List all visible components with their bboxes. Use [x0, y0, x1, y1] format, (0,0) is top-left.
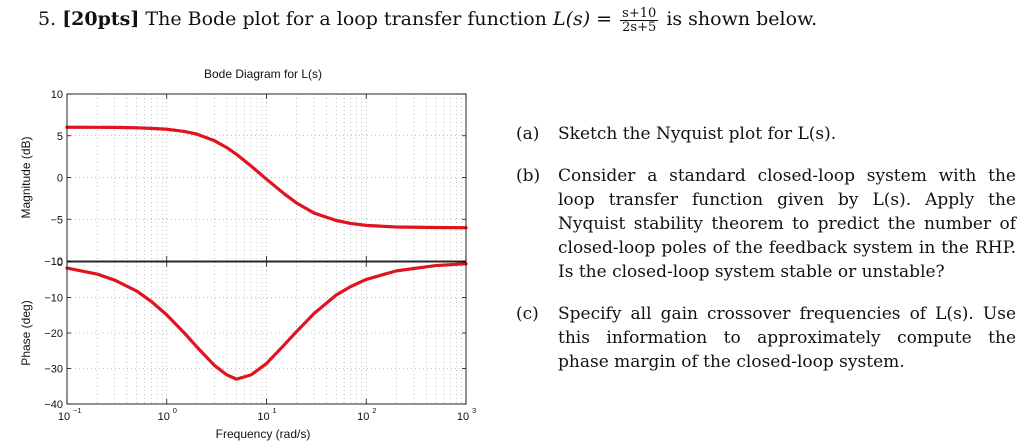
xtick-exponent: 1 — [273, 406, 277, 415]
question-item: (b) Consider a standard closed-loop syste… — [516, 164, 1016, 284]
xtick-label: 10 — [357, 411, 369, 423]
magnitude-panel: 10 5 0 −5 −10 Magnitude (dB) — [19, 89, 468, 268]
chart-xlabel: Frequency (rad/s) — [216, 427, 311, 441]
magnitude-ytick-label: 10 — [51, 89, 63, 101]
phase-ytick-label: −30 — [44, 364, 63, 376]
phase-ylabel: Phase (deg) — [19, 300, 33, 365]
magnitude-ytick-label: −10 — [44, 256, 63, 268]
question-list: (a) Sketch the Nyquist plot for L(s). (b) C… — [516, 122, 1016, 392]
xtick-exponent: 2 — [372, 406, 376, 415]
xtick-label: 10 — [457, 411, 469, 423]
magnitude-curve — [65, 125, 468, 230]
xtick-exponent: −1 — [73, 406, 82, 415]
question-text: Sketch the Nyquist plot for L(s). — [558, 124, 837, 144]
xtick-exponent: 0 — [173, 406, 177, 415]
problem-number: 5. — [38, 8, 57, 30]
fraction-denominator: 2s+5 — [622, 19, 657, 35]
bode-diagram: Bode Diagram for L(s) 1050−5−10Magnitude… — [19, 67, 476, 441]
phase-ytick-label: −20 — [44, 328, 63, 340]
xtick-label: 10 — [158, 411, 170, 423]
question-item: (a) Sketch the Nyquist plot for L(s). — [516, 122, 1016, 146]
problem-points: [20pts] — [62, 8, 140, 30]
phase-ytick-label: −10 — [44, 293, 63, 305]
question-text: Specify all gain crossover frequencies o… — [558, 304, 1016, 372]
transfer-function-fraction: s+10 2s+5 — [620, 5, 659, 35]
question-item: (c) Specify all gain crossover frequencie… — [516, 302, 1016, 374]
transfer-function-symbol: L(s) = — [552, 8, 613, 30]
xtick-label: 10 — [58, 411, 70, 423]
problem-text-before: The Bode plot for a loop transfer functi… — [145, 8, 547, 30]
question-label: (b) — [516, 166, 541, 186]
xtick-label: 10 — [257, 411, 269, 423]
magnitude-ylabel: Magnitude (dB) — [19, 136, 33, 218]
magnitude-ytick-label: 5 — [57, 131, 63, 143]
fraction-numerator: s+10 — [620, 5, 659, 21]
question-label: (c) — [516, 304, 539, 324]
phase-ytick-label: 0 — [57, 257, 63, 269]
question-text: Consider a standard closed-loop system w… — [558, 166, 1016, 282]
xtick-exponent: 3 — [472, 406, 476, 415]
phase-ytick-label: −40 — [44, 399, 63, 411]
phase-curve — [65, 262, 468, 381]
magnitude-ytick-label: 0 — [57, 173, 63, 185]
magnitude-ytick-label: −5 — [50, 214, 63, 226]
chart-title: Bode Diagram for L(s) — [204, 67, 322, 81]
problem-text-after: is shown below. — [666, 8, 818, 30]
question-label: (a) — [516, 124, 540, 144]
problem-header: 5. [20pts] The Bode plot for a loop tran… — [38, 4, 817, 35]
